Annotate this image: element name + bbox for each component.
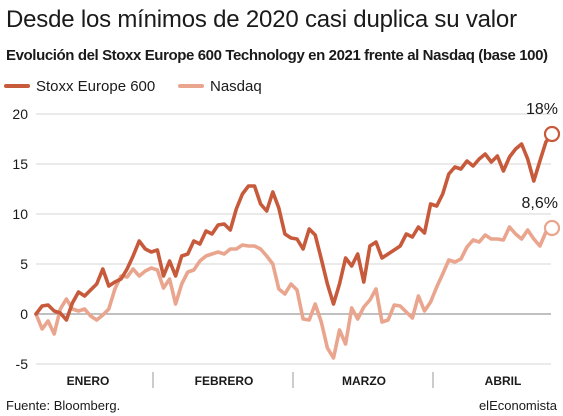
source-note: Fuente: Bloomberg. [6,398,121,413]
series-end-markers: 8,6% 18% [522,101,561,237]
end-value-label: 18% [526,101,558,118]
x-tick-label-marzo: MARZO [342,374,386,388]
series-line-stoxx [34,132,554,322]
chart-title: Desde los mínimos de 2020 casi duplica s… [6,6,517,33]
x-tick-label-febrero: FEBRERO [195,374,254,388]
legend: Stoxx Europe 600 Nasdaq [4,78,262,95]
x-tick-label-enero: ENERO [67,374,110,388]
y-tick-label: 0 [20,306,28,322]
series-lines [34,132,554,360]
end-value-label: 8,6% [522,195,558,212]
y-axis-ticks: -5 0 5 10 15 20 [12,106,28,372]
end-point-marker [543,219,561,237]
end-point-marker [543,125,561,143]
legend-label: Nasdaq [210,78,262,95]
y-tick-label: 15 [12,156,28,172]
x-tick-label-abril: ABRIL [485,374,522,388]
y-tick-label: 20 [12,106,28,122]
y-tick-label: 10 [12,206,28,222]
legend-label: Stoxx Europe 600 [36,78,155,95]
publisher-logo: elEconomista [478,398,557,413]
y-tick-label: 5 [20,256,28,272]
series-line-nasdaq [34,225,554,360]
x-axis-month-labels: ENERO FEBRERO MARZO ABRIL [67,372,522,388]
chart-subtitle: Evolución del Stoxx Europe 600 Technolog… [6,47,548,64]
y-tick-label: -5 [16,356,29,372]
